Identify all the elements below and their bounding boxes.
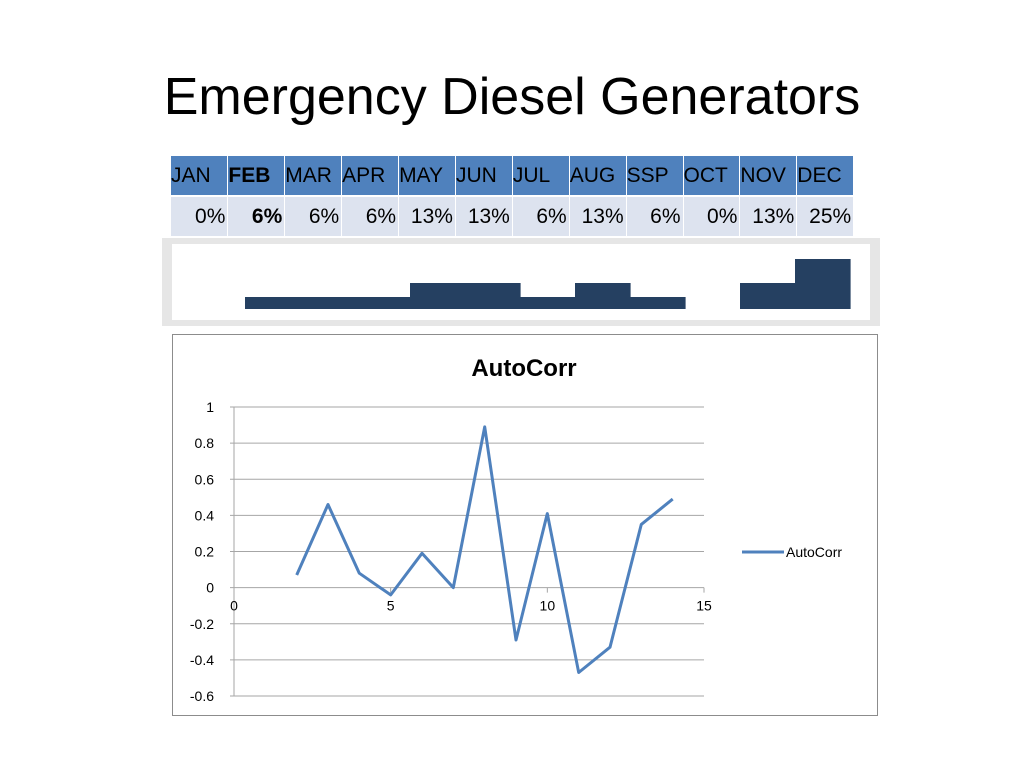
month-header: DEC (796, 156, 855, 197)
chart-title: AutoCorr (471, 355, 576, 382)
autocorr-chart-frame (172, 334, 878, 716)
month-header: MAY (398, 156, 456, 197)
y-tick-label: 0 (206, 580, 214, 596)
month-value: 6% (227, 196, 286, 236)
bar-ssp (630, 297, 686, 309)
y-tick-label: 0.2 (195, 544, 215, 560)
y-tick-label: 1 (206, 399, 214, 415)
x-tick-label: 5 (387, 598, 395, 614)
month-header: SSP (626, 156, 684, 197)
month-value: 6% (626, 196, 684, 236)
month-header: JUN (455, 156, 513, 197)
month-header: APR (341, 156, 400, 197)
month-value: 13% (739, 196, 798, 236)
monthly-bar-chart (245, 259, 851, 309)
x-tick-label: 0 (230, 598, 238, 614)
month-header: NOV (739, 156, 798, 197)
bar-feb (245, 297, 301, 309)
x-tick-label: 15 (696, 598, 712, 614)
month-value: 25% (796, 196, 855, 236)
x-tick-label: 10 (540, 598, 556, 614)
bar-dec (795, 259, 851, 309)
legend-label: AutoCorr (786, 544, 842, 560)
month-value: 0% (171, 196, 229, 236)
y-tick-label: -0.6 (190, 688, 214, 704)
month-value: 6% (512, 196, 570, 236)
y-tick-label: 0.6 (195, 471, 215, 487)
month-header: FEB (227, 156, 286, 197)
y-tick-label: -0.2 (190, 616, 214, 632)
month-header: AUG (569, 156, 627, 197)
month-value: 0% (683, 196, 741, 236)
bar-nov (740, 283, 796, 309)
autocorr-series-line (295, 425, 674, 674)
month-header: JUL (512, 156, 570, 197)
month-value: 13% (569, 196, 627, 236)
bar-apr (355, 297, 411, 309)
months-header-row: JAN FEB MAR APR MAY JUN JUL AUG SSP OCT … (171, 156, 855, 197)
month-value: 13% (455, 196, 513, 236)
month-header: MAR (284, 156, 343, 197)
bar-aug (575, 283, 631, 309)
month-header: OCT (683, 156, 741, 197)
bar-may (410, 283, 466, 309)
bar-mar (300, 297, 356, 309)
month-value: 6% (284, 196, 343, 236)
slide-title: Emergency Diesel Generators (163, 68, 861, 126)
month-value: 6% (341, 196, 400, 236)
month-value: 13% (398, 196, 456, 236)
bar-jun (465, 283, 521, 309)
month-header: JAN (171, 156, 229, 197)
autocorr-line-chart: AutoCorr 1 0.8 0.6 0.4 0.2 0 -0.2 -0.4 -0.6 0 5 10 1… (190, 355, 842, 704)
bar-jul (520, 297, 576, 309)
y-tick-label: 0.8 (195, 435, 215, 451)
y-tick-label: 0.4 (195, 507, 215, 523)
months-table: JAN FEB MAR APR MAY JUN JUL AUG SSP OCT … (171, 156, 855, 236)
months-value-row: 0% 6% 6% 6% 13% 13% 6% 13% 6% 0% 13% 25% (171, 196, 855, 236)
y-tick-label: -0.4 (190, 652, 214, 668)
